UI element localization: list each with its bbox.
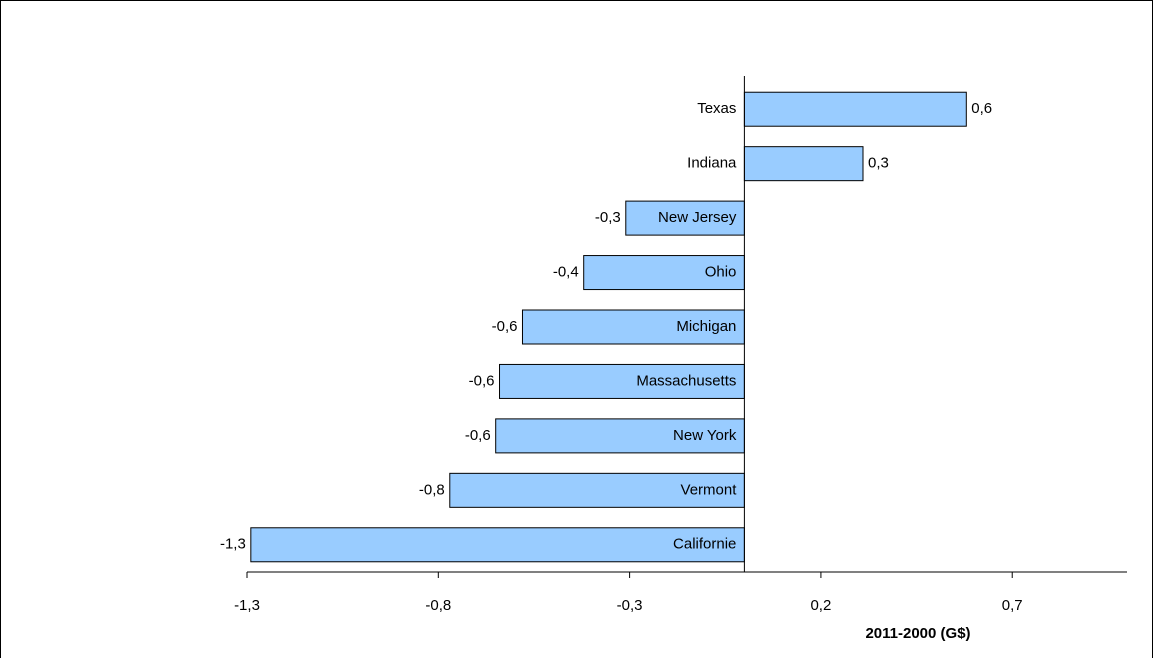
category-label: Vermont (681, 481, 738, 498)
category-label: Ohio (705, 264, 737, 281)
value-label: -0,3 (595, 209, 621, 226)
value-label: 0,3 (868, 155, 889, 172)
x-tick-label: -0,8 (425, 597, 451, 614)
category-label: Massachusetts (636, 372, 736, 389)
value-label: -0,6 (492, 318, 518, 335)
x-tick-label: -1,3 (234, 597, 260, 614)
x-axis-title: 2011-2000 (G$) (865, 625, 970, 642)
category-label: Texas (697, 100, 736, 117)
value-label: -0,8 (419, 481, 445, 498)
bar (449, 472, 745, 508)
category-label: Indiana (687, 155, 737, 172)
value-label: -0,6 (465, 427, 491, 444)
bar (743, 91, 967, 127)
bar (583, 255, 745, 291)
value-label: -0,6 (469, 372, 495, 389)
bar (521, 309, 745, 345)
value-label: -1,3 (220, 536, 246, 553)
value-label: 0,6 (971, 100, 992, 117)
x-tick-label: -0,3 (617, 597, 643, 614)
category-label: New Jersey (658, 209, 737, 226)
x-tick-label: 0,7 (1002, 597, 1023, 614)
category-label: Michigan (676, 318, 736, 335)
category-label: New York (673, 427, 737, 444)
value-label: -0,4 (553, 264, 579, 281)
bar (250, 527, 745, 563)
x-tick-label: 0,2 (810, 597, 831, 614)
bar (743, 146, 864, 182)
category-label: Californie (673, 536, 736, 553)
